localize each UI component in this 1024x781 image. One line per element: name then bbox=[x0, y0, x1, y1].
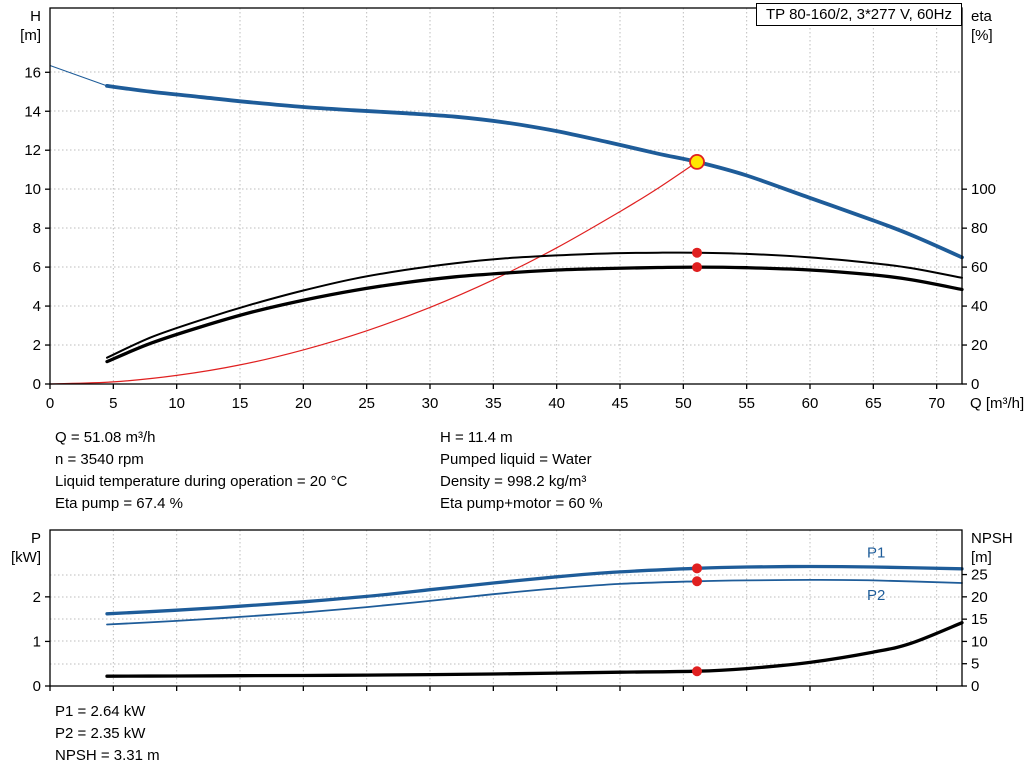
info-eta-pump: Eta pump = 67.4 % bbox=[55, 495, 183, 512]
eta-pump-curve bbox=[106, 251, 963, 359]
duty-point-eta-pump-motor bbox=[692, 262, 703, 273]
y-right-tick-label: 0 bbox=[971, 376, 979, 393]
x-tick-label: 50 bbox=[675, 395, 692, 412]
x-tick-label: 45 bbox=[612, 395, 629, 412]
y-left-tick-label: 4 bbox=[33, 298, 41, 315]
info-density: Density = 998.2 kg/m³ bbox=[440, 473, 587, 490]
y-right-axis-title: eta bbox=[971, 8, 993, 25]
info-speed: n = 3540 rpm bbox=[55, 451, 144, 468]
y-right-tick-label: 20 bbox=[971, 589, 988, 606]
y-right-tick-label: 15 bbox=[971, 611, 988, 628]
y-right-tick-label: 40 bbox=[971, 298, 988, 315]
y-left-tick-label: 6 bbox=[33, 259, 41, 276]
x-tick-label: 5 bbox=[109, 395, 117, 412]
info-eta-total: Eta pump+motor = 60 % bbox=[440, 495, 603, 512]
plot-border bbox=[49, 7, 963, 385]
y-right-axis-title: [m] bbox=[971, 549, 992, 566]
x-tick-label: 15 bbox=[232, 395, 249, 412]
duty-point-npsh bbox=[692, 666, 703, 677]
x-tick-label: 0 bbox=[46, 395, 54, 412]
pump-model-text: TP 80-160/2, 3*277 V, 60Hz bbox=[766, 6, 952, 23]
eta-pump-motor-curve bbox=[105, 265, 964, 364]
qh-eta-chart: 0 5 10 15 20 25 30 35 40 45 50 55 60 65 70 0 2 4 6 8 10 12 14 1… bbox=[20, 7, 1024, 412]
y-left-tick-label: 2 bbox=[33, 337, 41, 354]
y-left-tick-label: 2 bbox=[33, 589, 41, 606]
x-tick-label: 60 bbox=[802, 395, 819, 412]
pump-model-box: TP 80-160/2, 3*277 V, 60Hz bbox=[756, 3, 962, 26]
y-right-tick-label: 60 bbox=[971, 259, 988, 276]
y-left-tick-label: 8 bbox=[33, 220, 41, 237]
x-tick-label: 35 bbox=[485, 395, 502, 412]
duty-point-p2 bbox=[692, 576, 703, 587]
duty-point-eta-pump bbox=[692, 247, 703, 258]
series-label-p2: P2 bbox=[867, 587, 885, 604]
y-left-axis-title: [m] bbox=[20, 27, 41, 44]
duty-point-qh bbox=[689, 154, 705, 170]
p1-curve bbox=[105, 564, 964, 616]
y-left-tick-label: 10 bbox=[24, 181, 41, 198]
y-left-axis-title: P bbox=[31, 530, 41, 547]
x-tick-label: 10 bbox=[168, 395, 185, 412]
operating-data-right: H = 11.4 m Pumped liquid = Water Density… bbox=[440, 427, 603, 515]
series-label-p1: P1 bbox=[867, 545, 885, 562]
npsh-curve bbox=[105, 621, 964, 678]
info-temperature: Liquid temperature during operation = 20… bbox=[55, 473, 348, 490]
operating-data-left: Q = 51.08 m³/h n = 3540 rpm Liquid tempe… bbox=[55, 427, 347, 515]
info-head: H = 11.4 m bbox=[440, 429, 513, 446]
plot-border bbox=[49, 529, 963, 687]
power-data-block: P1 = 2.64 kW P2 = 2.35 kW NPSH = 3.31 m bbox=[55, 701, 160, 767]
y-left-axis-title: H bbox=[30, 8, 41, 25]
y-left-axis-title: [kW] bbox=[11, 549, 41, 566]
x-tick-label: 40 bbox=[548, 395, 565, 412]
y-left-tick-label: 16 bbox=[24, 64, 41, 81]
h-curve-leadin bbox=[49, 65, 108, 87]
y-left-tick-label: 12 bbox=[24, 142, 41, 159]
y-right-axis-title: NPSH bbox=[971, 530, 1013, 547]
y-right-tick-label: 5 bbox=[971, 656, 979, 673]
x-tick-label: 70 bbox=[928, 395, 945, 412]
x-tick-label: 25 bbox=[358, 395, 375, 412]
x-tick-label: 65 bbox=[865, 395, 882, 412]
y-left-tick-label: 14 bbox=[24, 103, 41, 120]
y-right-tick-label: 100 bbox=[971, 181, 996, 198]
y-right-tick-label: 0 bbox=[971, 678, 979, 695]
info-p2: P2 = 2.35 kW bbox=[55, 725, 146, 742]
p2-curve bbox=[106, 578, 963, 626]
y-right-axis-title: [%] bbox=[971, 27, 993, 44]
y-right-tick-label: 80 bbox=[971, 220, 988, 237]
y-right-tick-label: 25 bbox=[971, 567, 988, 584]
info-p1: P1 = 2.64 kW bbox=[55, 703, 146, 720]
x-tick-label: 30 bbox=[422, 395, 439, 412]
y-right-tick-label: 20 bbox=[971, 337, 988, 354]
y-left-tick-label: 1 bbox=[33, 633, 41, 650]
info-npsh: NPSH = 3.31 m bbox=[55, 747, 160, 764]
y-left-tick-label: 0 bbox=[33, 678, 41, 695]
duty-point-p1 bbox=[692, 563, 703, 574]
info-pumped-liquid: Pumped liquid = Water bbox=[440, 451, 592, 468]
info-flow: Q = 51.08 m³/h bbox=[55, 429, 156, 446]
x-axis-title: Q [m³/h] bbox=[970, 395, 1024, 412]
y-left-tick-label: 0 bbox=[33, 376, 41, 393]
x-tick-label: 55 bbox=[738, 395, 755, 412]
h-curve bbox=[105, 84, 964, 260]
system-curve bbox=[49, 161, 698, 385]
y-right-tick-label: 10 bbox=[971, 633, 988, 650]
x-tick-label: 20 bbox=[295, 395, 312, 412]
